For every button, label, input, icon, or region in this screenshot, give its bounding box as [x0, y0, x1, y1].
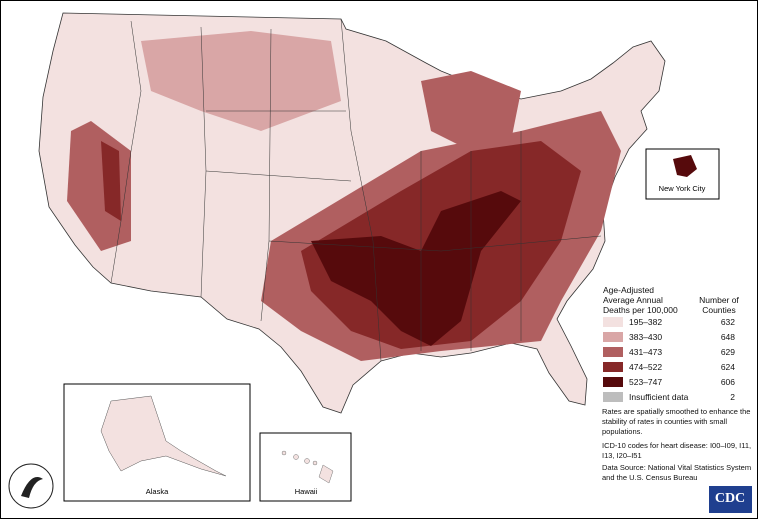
legend-count-header: Number of — [699, 295, 739, 305]
legend-title: Deaths per 100,000 — [603, 305, 678, 315]
hawaii-shape — [281, 450, 334, 484]
legend-label: Insufficient data — [629, 392, 689, 402]
legend-count: 2 — [730, 392, 735, 402]
legend-label: 431–473 — [629, 347, 663, 357]
region-shade — [421, 71, 521, 151]
legend-title: Age-Adjusted — [603, 285, 655, 295]
nyc-shape — [673, 155, 697, 177]
inset-label: Hawaii — [295, 487, 318, 496]
state-lines — [110, 18, 602, 362]
alaska-shape — [100, 395, 227, 477]
legend-count: 648 — [720, 332, 735, 342]
legend-count: 606 — [720, 377, 735, 387]
note: Data Source: National Vital Statistics S… — [602, 463, 752, 482]
legend-count: 629 — [720, 347, 735, 357]
legend-label: 474–522 — [629, 362, 663, 372]
legend-count: 632 — [720, 317, 735, 327]
legend-swatch — [603, 332, 623, 342]
legend-swatch — [603, 317, 623, 327]
cdc-logo — [709, 486, 752, 513]
inset-label: Alaska — [146, 487, 169, 496]
legend-swatch — [603, 377, 623, 387]
legend-count-header: Counties — [702, 305, 736, 315]
legend-swatch — [603, 392, 623, 402]
note: ICD-10 codes for heart disease: I00–I09,… — [602, 441, 752, 460]
legend-swatch — [603, 362, 623, 372]
region-shade — [311, 191, 521, 346]
legend-swatch — [603, 347, 623, 357]
inset-label: New York City — [659, 184, 706, 193]
note: Rates are spatially smoothed to enhance … — [602, 407, 751, 436]
region-shade — [141, 31, 341, 131]
legend-title: Average Annual — [603, 295, 663, 305]
legend-label: 383–430 — [629, 332, 663, 342]
legend-label: 523–747 — [629, 377, 663, 387]
region-shade — [101, 141, 121, 221]
hhs-logo — [8, 463, 54, 509]
legend-count: 624 — [720, 362, 735, 372]
legend-label: 195–382 — [629, 317, 663, 327]
hhs-logo-mark — [21, 477, 43, 498]
cdc-logo-text: CDC — [715, 491, 745, 506]
hawaii-inset — [259, 432, 352, 502]
